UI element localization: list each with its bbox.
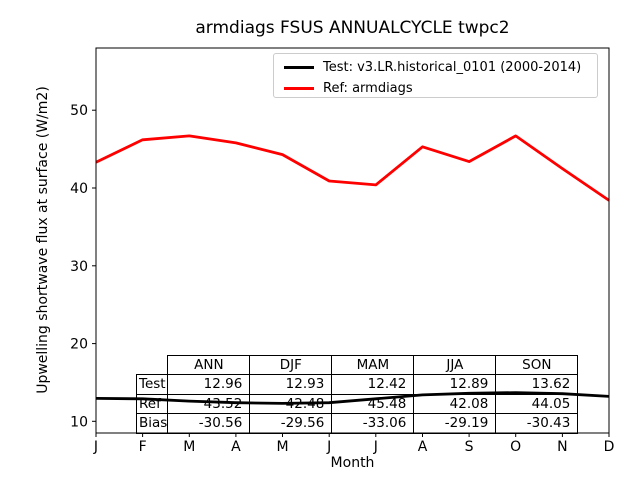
test-line-swatch-icon [284,66,314,69]
table-cell: 42.08 [413,393,497,415]
x-tick-label: J [326,439,331,455]
legend-entry-test: Test: v3.LR.historical_0101 (2000-2014) [284,59,597,76]
table-cell: 12.42 [331,374,415,395]
x-tick-label: M [183,439,195,455]
table-col-header: JJA [413,354,497,376]
table-col-header: MAM [331,354,415,376]
chart-title: armdiags FSUS ANNUALCYCLE twpc2 [195,18,510,38]
table-cell: -33.06 [331,413,415,434]
legend-entry-ref: Ref: armdiags [284,80,597,97]
table-row-test: Test 12.96 12.93 12.42 12.89 13.62 [135,374,579,395]
table-cell: 13.62 [495,374,579,395]
table-row-label: Bias [135,413,169,434]
y-tick-label: 50 [70,103,88,119]
table-cell: 12.96 [167,374,251,395]
ref-line [95,134,610,202]
x-tick-label: D [604,439,615,455]
table-row-label: Test [135,374,169,395]
x-tick-label: F [139,439,147,455]
ref-line-swatch-icon [284,87,314,90]
table-header-row: ANN DJF MAM JJA SON [137,354,579,376]
table-cell: 12.89 [413,374,497,395]
table-row-label: Ref [135,393,169,415]
x-tick-label: A [418,439,428,455]
x-tick-label: S [465,439,474,455]
legend-label-test: Test: v3.LR.historical_0101 (2000-2014) [323,60,582,75]
table-cell: 12.93 [249,374,333,395]
y-tick-label: 30 [70,259,88,275]
table-cell: 44.05 [495,393,579,415]
x-tick-label: M [276,439,288,455]
table-cell: -29.19 [413,413,497,434]
table-cell: 45.48 [331,393,415,415]
table-cell: -30.56 [167,413,251,434]
legend: Test: v3.LR.historical_0101 (2000-2014) … [273,53,598,98]
table-cell: 42.48 [249,393,333,415]
table-row-bias: Bias -30.56 -29.56 -33.06 -29.19 -30.43 [135,413,579,434]
table-cell: -29.56 [249,413,333,434]
x-tick-label: O [510,439,521,455]
y-tick-label: 10 [70,414,88,430]
legend-label-ref: Ref: armdiags [323,81,413,96]
table-cell: 43.52 [167,393,251,415]
x-tick-label: A [231,439,241,455]
stats-table: ANN DJF MAM JJA SON Test 12.96 12.93 12.… [135,354,579,434]
x-tick-label: J [93,439,98,455]
table-col-header: ANN [167,354,251,376]
table-cell: -30.43 [495,413,579,434]
table-col-header: DJF [249,354,333,376]
y-axis-label: Upwelling shortwave flux at surface (W/m… [35,86,51,394]
table-corner-spacer [137,356,168,375]
x-axis-label: Month [330,455,375,471]
table-row-ref: Ref 43.52 42.48 45.48 42.08 44.05 [135,393,579,415]
y-tick-label: 40 [70,181,88,197]
x-tick-label: J [373,439,378,455]
x-tick-label: N [557,439,567,455]
y-tick-label: 20 [70,337,88,353]
table-col-header: SON [495,354,579,376]
